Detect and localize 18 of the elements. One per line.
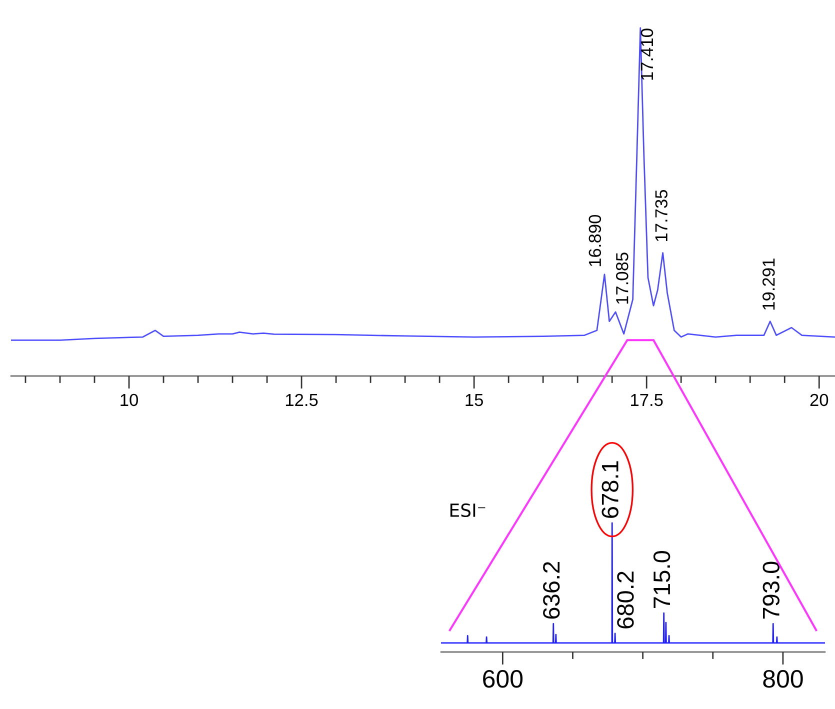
x-tick-label: 10: [120, 394, 138, 406]
x-tick-label: 800: [763, 670, 803, 688]
annotation: 793.0: [762, 562, 780, 619]
annotation: 19.291: [762, 258, 775, 310]
x-tick-label: 15: [466, 394, 483, 406]
x-tick-label: 12.5: [286, 394, 318, 406]
annotation: 17.410: [640, 28, 654, 80]
annotation: 17.735: [655, 190, 668, 242]
annotation: 678.1: [602, 461, 618, 518]
annotation: 16.890: [588, 215, 602, 266]
annotation: 680.2: [617, 572, 634, 628]
x-tick-label: 600: [483, 670, 523, 688]
x-tick-label: 17.5: [631, 394, 663, 406]
annotation: 636.2: [543, 562, 560, 619]
annotation: 17.085: [616, 252, 628, 304]
x-tick-label: 20: [810, 394, 828, 406]
text: ESI⁻: [450, 503, 486, 518]
annotation: 715.0: [653, 551, 670, 608]
